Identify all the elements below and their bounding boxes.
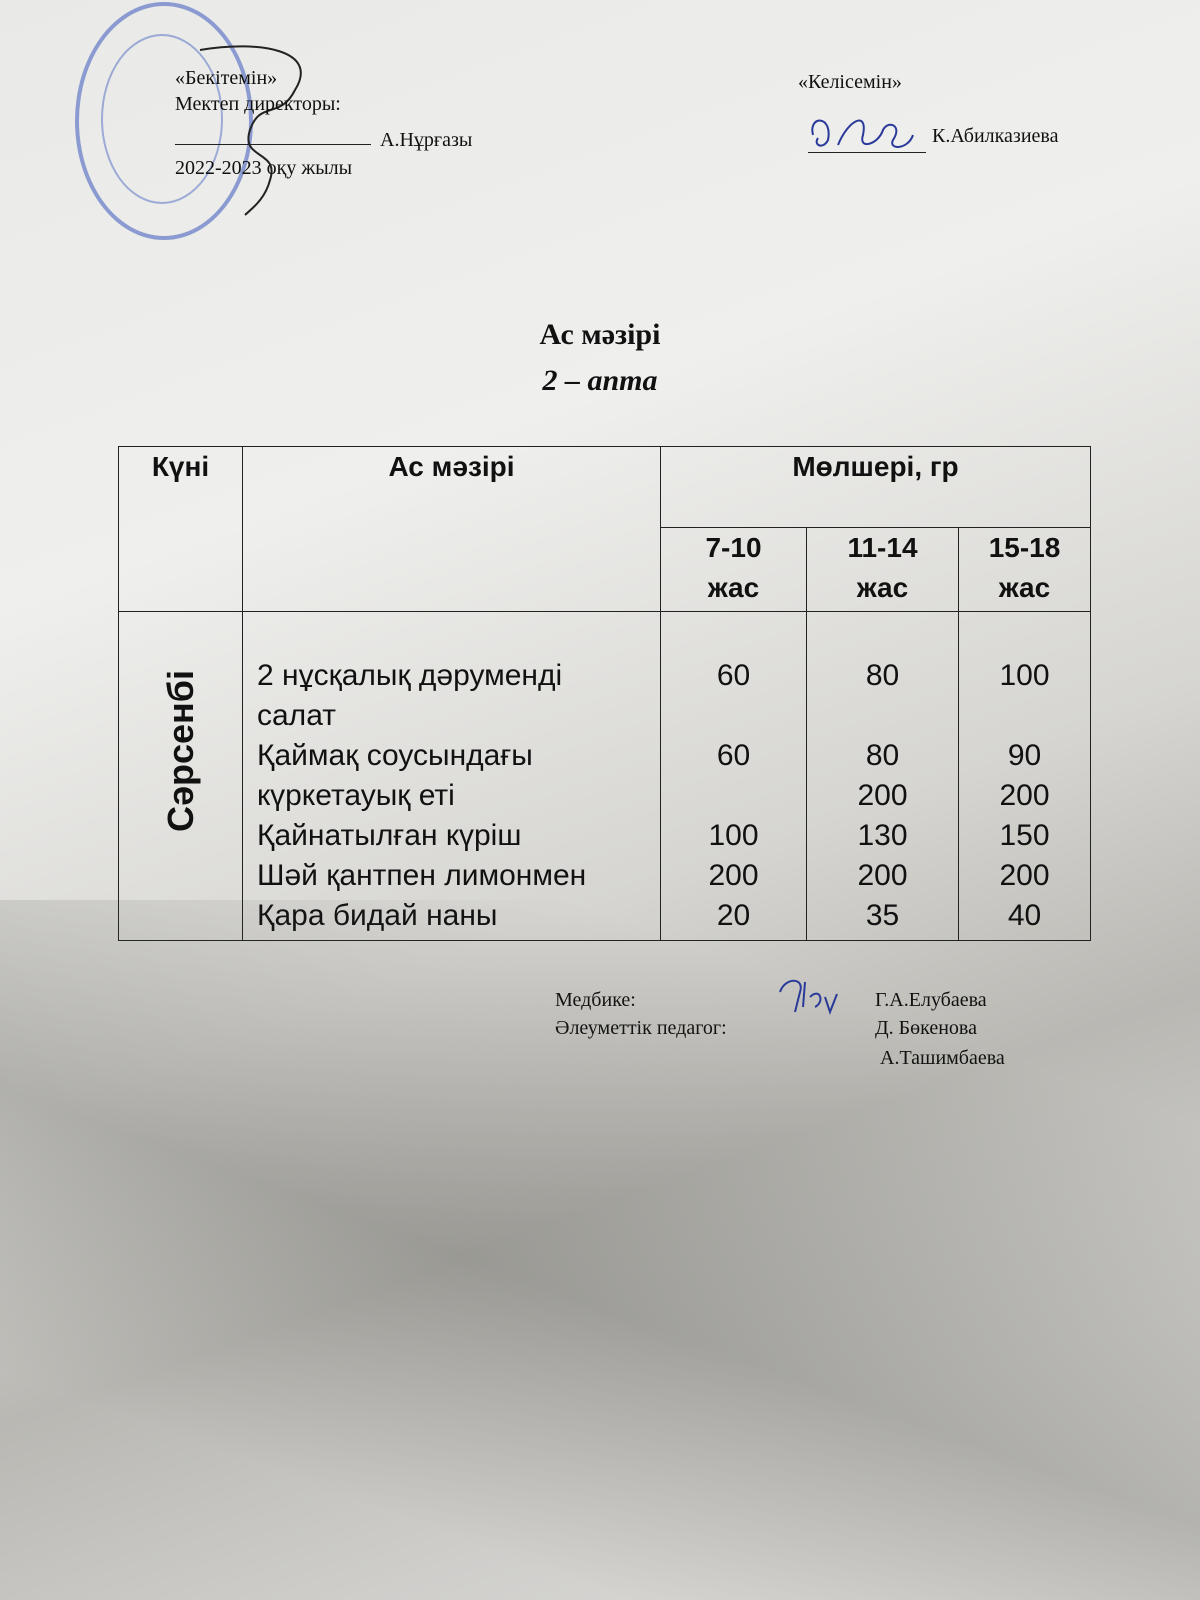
third-signatory-name: А.Ташимбаева <box>880 1047 1005 1069</box>
agreement-signature <box>811 119 914 148</box>
portion-value: 100 <box>999 659 1050 692</box>
menu-table: Күні Ас мәзірі Мөлшері, гр 7-10 жас 11-14… <box>118 446 1091 941</box>
school-stamp <box>75 2 253 240</box>
nurse-name: Г.А.Елубаева <box>875 989 987 1011</box>
portion-value: 80 <box>865 739 900 772</box>
director-name: А.Нұрғазы <box>380 129 473 151</box>
menu-item: Қара бидай наны <box>257 899 498 932</box>
portion-value: 200 <box>857 779 908 812</box>
portion-value: 20 <box>716 899 751 932</box>
portion-value <box>807 696 958 736</box>
page-title: Ас мәзірі <box>539 318 661 351</box>
approval-role: Мектеп директоры: <box>175 93 341 115</box>
header-menu: Ас мәзірі <box>242 446 661 612</box>
nurse-role: Медбике: <box>555 989 636 1011</box>
portion-value: 200 <box>999 779 1050 812</box>
signature-line <box>175 144 371 145</box>
header-amount: Мөлшері, гр <box>660 446 1091 528</box>
portion-value: 130 <box>857 819 908 852</box>
nurse-signature <box>779 979 838 1015</box>
portion-value: 35 <box>865 899 900 932</box>
portion-value: 60 <box>716 659 751 692</box>
portion-value: 200 <box>999 859 1050 892</box>
menu-item: салат <box>257 699 336 732</box>
header-age-7-10: 7-10 жас <box>660 527 807 612</box>
agreement-label: «Келісемін» <box>798 71 902 93</box>
social-pedagogue-name: Д. Бөкенова <box>875 1017 977 1039</box>
header-age-11-14: 11-14 жас <box>806 527 959 612</box>
school-year: 2022-2023 оқу жылы <box>175 157 353 179</box>
director-signature <box>199 45 302 216</box>
signature-line <box>808 152 926 153</box>
portion-value: 100 <box>708 819 759 852</box>
day-cell: Сәрсенбі <box>118 611 243 941</box>
header-age-15-18: 15-18 жас <box>958 527 1091 612</box>
menu-item: Шәй қантпен лимонмен <box>257 859 587 892</box>
page-subtitle: 2 – апта <box>542 364 658 397</box>
menu-item: Қайнатылған күріш <box>257 819 522 852</box>
agreement-name: К.Абилказиева <box>932 125 1059 147</box>
portion-value: 150 <box>999 819 1050 852</box>
menu-item: күркетауық еті <box>257 779 455 812</box>
portion-value: 200 <box>857 859 908 892</box>
portion-value <box>661 696 806 736</box>
menu-item: 2 нұсқалық дәрумендi <box>257 659 563 692</box>
header-day: Күні <box>118 446 243 612</box>
day-label: Сәрсенбі <box>159 669 201 832</box>
portion-value: 200 <box>708 859 759 892</box>
portion-value: 90 <box>1007 739 1042 772</box>
portion-value <box>661 776 806 816</box>
menu-item: Қаймақ соусындағы <box>257 739 533 772</box>
portion-value: 60 <box>716 739 751 772</box>
portion-value: 80 <box>865 659 900 692</box>
approval-label: «Бекітемін» <box>175 67 278 89</box>
portion-value <box>959 696 1090 736</box>
portion-value: 40 <box>1007 899 1042 932</box>
social-pedagogue-role: Әлеуметтік педагог: <box>555 1017 727 1039</box>
